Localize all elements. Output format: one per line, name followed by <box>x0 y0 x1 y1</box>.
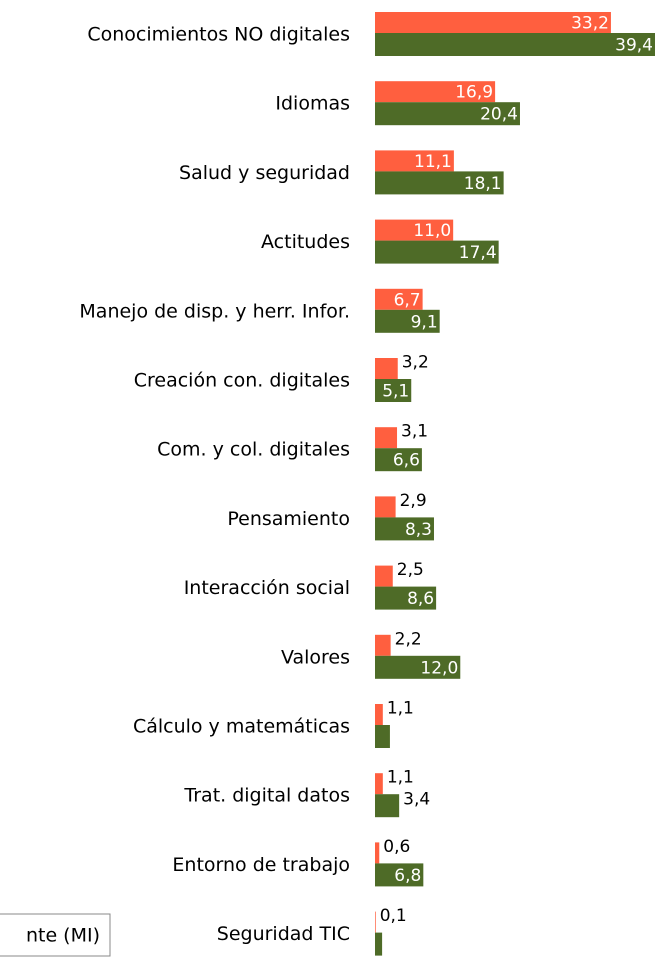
category-label: Interacción social <box>184 577 350 599</box>
bar <box>375 81 496 103</box>
bar <box>375 932 383 956</box>
bar <box>375 33 655 56</box>
category-label: Seguridad TIC <box>217 923 350 945</box>
category-label: Creación con. digitales <box>134 370 350 392</box>
value-label: 3,1 <box>401 422 428 442</box>
value-label: 6,6 <box>393 451 420 471</box>
value-label: 20,4 <box>480 105 518 125</box>
value-label: 3,4 <box>403 790 430 810</box>
bar <box>375 725 390 748</box>
bar <box>375 655 461 679</box>
bar <box>375 586 437 610</box>
bar <box>375 12 611 33</box>
bar <box>375 150 454 172</box>
value-label: 12,0 <box>420 658 458 678</box>
value-label: 3,2 <box>402 353 429 373</box>
bar <box>375 565 393 587</box>
category-label: Conocimientos NO digitales <box>87 24 350 46</box>
value-label: 1,1 <box>387 699 414 719</box>
bar <box>375 842 380 864</box>
value-label: 39,4 <box>615 36 653 56</box>
category-label: Actitudes <box>261 231 350 253</box>
bar <box>375 379 412 402</box>
category-label: Salud y seguridad <box>179 162 350 184</box>
legend-box <box>0 913 111 957</box>
category-label: Entorno de trabajo <box>172 854 350 876</box>
value-label: 6,8 <box>394 866 421 886</box>
bar <box>375 427 398 449</box>
category-label: Trat. digital datos <box>183 785 350 807</box>
value-label: 1,1 <box>387 768 414 788</box>
value-label: 11,1 <box>414 152 452 172</box>
bar <box>375 517 434 541</box>
category-label: Cálculo y matemáticas <box>133 716 350 738</box>
category-label: Idiomas <box>275 93 350 115</box>
bar <box>375 309 440 333</box>
value-label: 9,1 <box>411 312 438 332</box>
value-label: 16,9 <box>455 83 493 103</box>
value-label: 18,1 <box>464 174 502 194</box>
value-label: 2,5 <box>397 560 424 580</box>
bar <box>375 911 376 933</box>
value-label: 6,7 <box>394 290 421 310</box>
bar <box>375 448 422 472</box>
value-label: 0,1 <box>380 906 407 926</box>
bar <box>375 794 400 818</box>
bar <box>375 773 383 795</box>
category-label: Valores <box>281 646 350 668</box>
category-label: Manejo de disp. y herr. Infor. <box>79 300 350 322</box>
bar <box>375 496 396 518</box>
value-label: 11,0 <box>413 221 451 241</box>
bar <box>375 704 383 725</box>
value-label: 0,6 <box>383 837 410 857</box>
category-label: Com. y col. digitales <box>157 439 350 461</box>
bar <box>375 219 454 241</box>
bar <box>375 358 398 379</box>
bar <box>375 171 504 195</box>
value-label: 2,2 <box>395 629 422 649</box>
bar <box>375 102 520 126</box>
value-label: 2,9 <box>400 491 427 511</box>
value-label: 8,3 <box>405 520 432 540</box>
category-label: Pensamiento <box>227 508 350 530</box>
value-label: 17,4 <box>459 243 497 263</box>
bar <box>375 240 499 264</box>
bar <box>375 863 424 887</box>
legend-label: nte (MI) <box>26 925 100 947</box>
bar <box>375 288 423 310</box>
value-label: 5,1 <box>382 382 409 402</box>
value-label: 33,2 <box>571 14 609 34</box>
value-label: 8,6 <box>407 589 434 609</box>
bar <box>375 634 391 656</box>
